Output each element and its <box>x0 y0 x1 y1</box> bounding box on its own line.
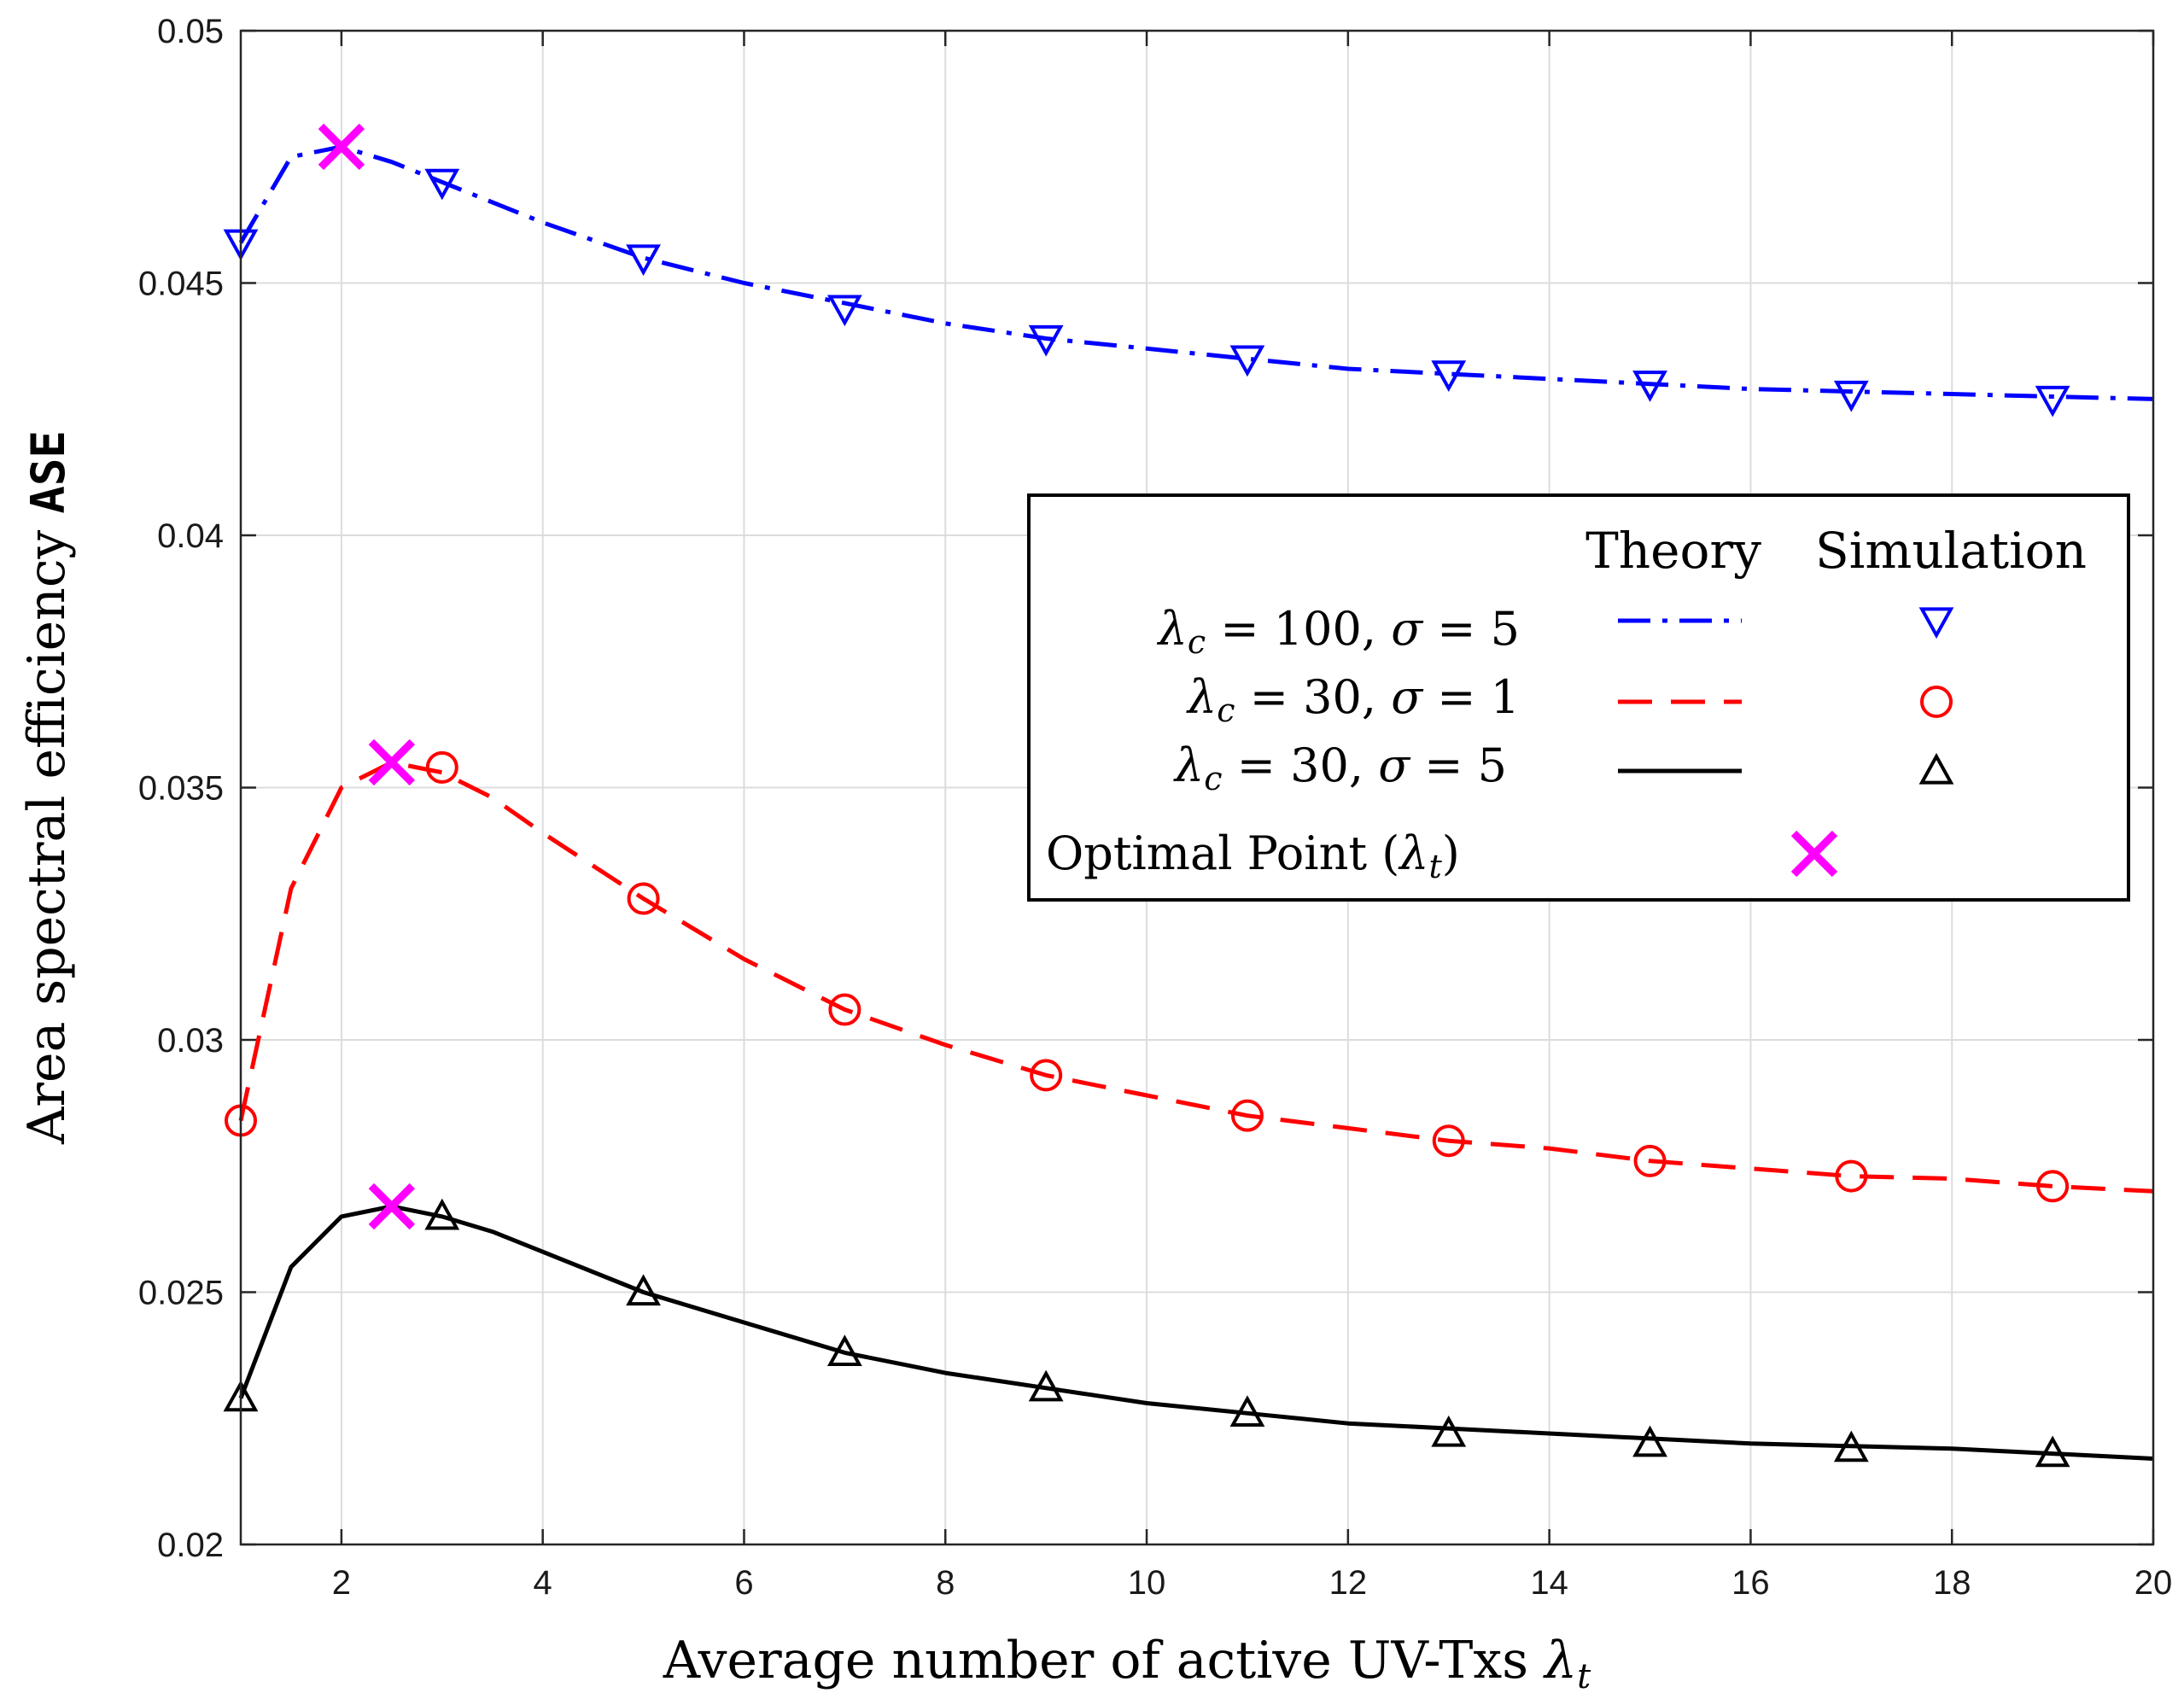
series-1-sim-point <box>826 295 862 327</box>
series-1-sim-point <box>626 244 661 277</box>
y-axis-title: Area spectral efficiency ASE <box>17 430 77 1145</box>
series-3-sim-point <box>1833 1430 1869 1463</box>
x-tick-label: 14 <box>1530 1564 1568 1602</box>
legend-label-series-2: λc = 30, σ = 1 <box>1186 670 1520 729</box>
x-tick-label: 6 <box>734 1564 753 1602</box>
series-2-sim-point <box>627 882 660 915</box>
legend-header-simulation: Simulation <box>1815 522 2087 580</box>
series-1-sim-point <box>1431 360 1467 392</box>
x-tick-label: 18 <box>1933 1564 1971 1602</box>
series-1-sim-point <box>1229 345 1265 377</box>
x-tick-label: 2 <box>332 1564 351 1602</box>
legend: Theory Simulation λc = 100, σ = 5 λc = 3… <box>1027 493 2130 902</box>
series-2-sim-point <box>1030 1059 1063 1092</box>
x-tick-label: 12 <box>1329 1564 1368 1602</box>
series-line-3 <box>238 1204 2154 1461</box>
markers-group <box>223 168 2070 1468</box>
y-tick-label: 0.05 <box>157 13 224 50</box>
x-ticks: 2 4 6 8 10 12 14 16 18 20 <box>332 31 2172 1602</box>
series-3-sim-point <box>826 1334 862 1367</box>
series-2-sim-point <box>1633 1144 1667 1177</box>
legend-label-series-3: λc = 30, σ = 5 <box>1173 739 1507 797</box>
x-axis-title: Average number of active UV-Txs λt <box>663 1631 1591 1696</box>
series-3-sim-point <box>2035 1435 2070 1468</box>
optimal-point-marker <box>318 123 365 171</box>
x-tick-label: 10 <box>1128 1564 1166 1602</box>
series-1-sim-point <box>1833 380 1869 412</box>
series-1-sim-point <box>2035 385 2070 417</box>
series-3-sim-point <box>424 1198 460 1230</box>
series-2-sim-point <box>1432 1124 1465 1158</box>
series-3-sim-point <box>1229 1395 1265 1427</box>
series-3-sim-point <box>626 1274 661 1306</box>
y-tick-label: 0.02 <box>157 1527 224 1564</box>
y-tick-label: 0.035 <box>138 770 224 808</box>
series-group <box>238 144 2154 1461</box>
x-tick-label: 20 <box>2134 1564 2173 1602</box>
legend-label-series-1: λc = 100, σ = 5 <box>1157 602 1520 661</box>
optimal-point-marker <box>368 739 416 786</box>
series-line-1 <box>238 144 2154 401</box>
x-tick-label: 4 <box>534 1564 552 1602</box>
y-tick-label: 0.03 <box>157 1022 224 1060</box>
legend-box <box>1027 493 2130 902</box>
x-tick-label: 8 <box>936 1564 955 1602</box>
legend-label-optimal: Optimal Point (λt) <box>1046 826 1460 885</box>
series-2-sim-point <box>1230 1099 1264 1132</box>
y-tick-label: 0.045 <box>138 266 224 303</box>
series-1-sim-point <box>424 168 460 201</box>
optimal-point-marker <box>368 1182 416 1230</box>
series-2-sim-point <box>1835 1159 1868 1193</box>
y-tick-label: 0.04 <box>157 517 224 555</box>
legend-marker-series-2 <box>1920 686 1953 718</box>
series-3-sim-point <box>1632 1425 1667 1457</box>
legend-markers <box>1790 607 1954 878</box>
legend-header-theory: Theory <box>1585 522 1761 580</box>
series-1-sim-point <box>1632 371 1667 402</box>
series-line-2 <box>238 760 2154 1194</box>
series-3-sim-point <box>1431 1415 1467 1447</box>
y-ticks: 0.02 0.025 0.03 0.035 0.04 0.045 0.05 <box>138 13 2153 1564</box>
legend-marker-optimal <box>1790 830 1838 878</box>
y-tick-label: 0.025 <box>138 1275 224 1312</box>
series-2-sim-point <box>828 993 861 1026</box>
x-tick-label: 16 <box>1731 1564 1770 1602</box>
optimal-points-group <box>318 123 416 1230</box>
legend-marker-series-3 <box>1918 752 1954 785</box>
series-2-sim-point <box>2036 1170 2070 1203</box>
plot-frame <box>239 29 2155 1546</box>
series-1-sim-point <box>1028 324 1064 357</box>
legend-marker-series-1 <box>1918 607 1954 639</box>
series-3-sim-point <box>1028 1369 1064 1402</box>
series-2-sim-point <box>425 750 458 784</box>
